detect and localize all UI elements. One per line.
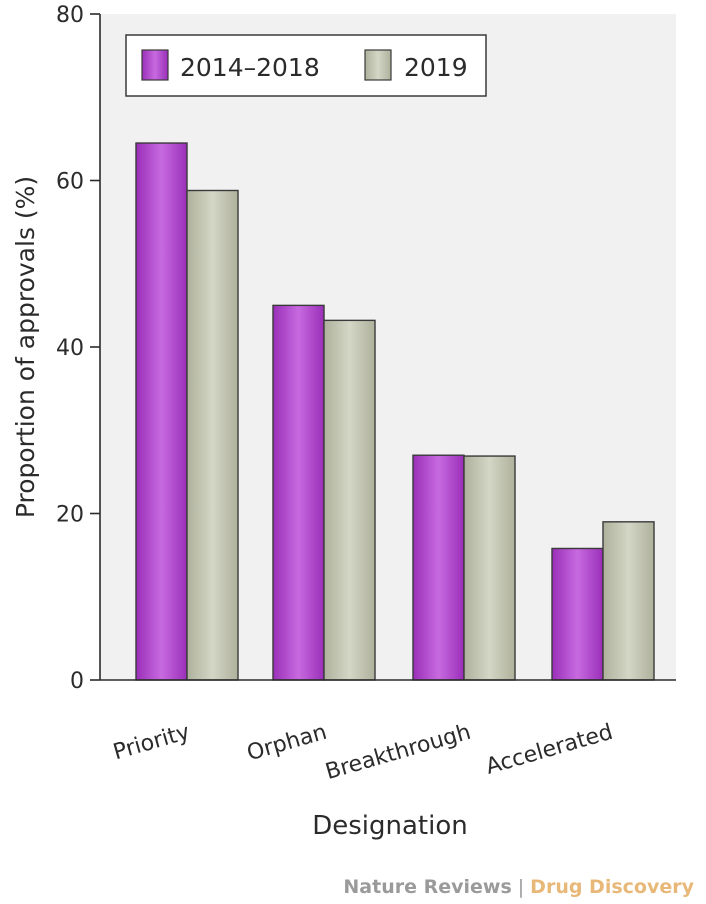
credit-journal: Drug Discovery — [530, 876, 694, 898]
legend-label-2014-2018: 2014–2018 — [180, 53, 320, 82]
credit-publisher: Nature Reviews — [343, 876, 512, 898]
x-tick-label-orphan: Orphan — [244, 720, 329, 767]
bar-breakthrough-series-0 — [412, 454, 465, 681]
y-tick-label-80: 80 — [56, 3, 84, 28]
y-tick-label-40: 40 — [56, 336, 84, 361]
credit-line: Nature Reviews | Drug Discovery — [343, 876, 694, 898]
x-tick-label-priority: Priority — [110, 720, 192, 766]
bar-orphan-series-0 — [272, 304, 325, 681]
bar-accelerated-series-1 — [602, 521, 655, 681]
legend-swatch-2019 — [364, 49, 392, 81]
legend-label-2019: 2019 — [404, 53, 468, 82]
credit-separator: | — [517, 876, 525, 898]
x-axis-title: Designation — [312, 811, 468, 841]
y-tick-label-0: 0 — [70, 669, 84, 694]
legend: 2014–2018 2019 — [125, 34, 487, 97]
y-tick-label-20: 20 — [56, 503, 84, 528]
legend-box — [125, 34, 487, 97]
legend-swatch-2014-2018 — [141, 49, 169, 81]
bar-priority-series-1 — [186, 189, 239, 681]
x-tick-label-breakthrough: Breakthrough — [323, 720, 474, 785]
bar-breakthrough-series-1 — [463, 455, 516, 681]
y-tick-label-60: 60 — [56, 170, 84, 195]
bar-priority-series-0 — [135, 142, 188, 681]
x-tick-label-accelerated: Accelerated — [483, 720, 616, 780]
y-axis-title: Proportion of approvals (%) — [11, 176, 40, 518]
bar-accelerated-series-0 — [551, 547, 604, 681]
bar-orphan-series-1 — [323, 319, 376, 681]
